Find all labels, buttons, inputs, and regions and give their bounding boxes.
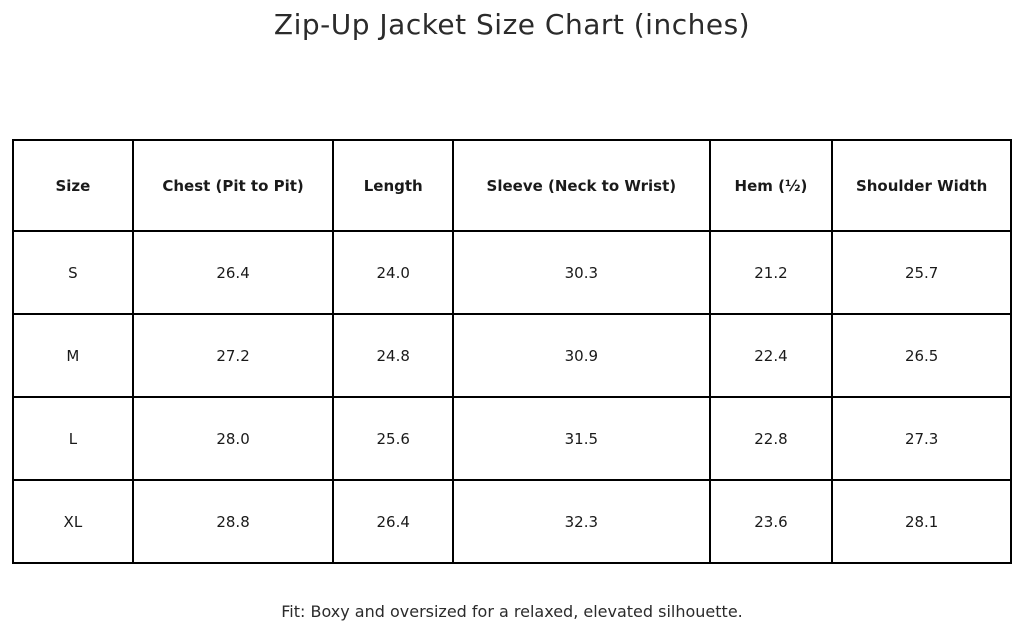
measurement-cell: 28.8 [131,479,335,564]
header-row: Size Chest (Pit to Pit) Length Sleeve (Neck… [12,139,1012,232]
table-row: XL 28.8 26.4 32.3 23.6 28.1 [12,479,1012,564]
table-body: S 26.4 24.0 30.3 21.2 25.7 M 27.2 24.8 30.9 22.4 26… [12,230,1012,564]
measurement-cell: 26.5 [831,313,1012,398]
header-cell: Chest (Pit to Pit) [131,139,335,232]
measurement-cell: 30.3 [452,230,711,315]
measurement-cell: 32.3 [452,479,711,564]
measurement-cell: 22.8 [708,396,834,481]
measurement-cell: 26.4 [332,479,455,564]
table-row: L 28.0 25.6 31.5 22.8 27.3 [12,396,1012,481]
measurement-cell: 30.9 [452,313,711,398]
measurement-cell: 25.6 [332,396,455,481]
size-cell: S [12,230,134,315]
header-cell: Shoulder Width [831,139,1012,232]
measurement-cell: 21.2 [708,230,834,315]
header-cell: Size [12,139,134,232]
measurement-cell: 26.4 [131,230,335,315]
measurement-cell: 28.1 [831,479,1012,564]
measurement-cell: 24.8 [332,313,455,398]
measurement-cell: 27.3 [831,396,1012,481]
measurement-cell: 25.7 [831,230,1012,315]
size-cell: XL [12,479,134,564]
measurement-cell: 27.2 [131,313,335,398]
table-row: S 26.4 24.0 30.3 21.2 25.7 [12,230,1012,315]
size-cell: L [12,396,134,481]
measurement-cell: 22.4 [708,313,834,398]
size-chart-table: Size Chest (Pit to Pit) Length Sleeve (Neck… [12,139,1012,564]
measurement-cell: 23.6 [708,479,834,564]
fit-note: Fit: Boxy and oversized for a relaxed, e… [281,602,743,621]
measurement-cell: 24.0 [332,230,455,315]
header-cell: Length [332,139,455,232]
page-title: Zip-Up Jacket Size Chart (inches) [273,8,751,41]
table-row: M 27.2 24.8 30.9 22.4 26.5 [12,313,1012,398]
measurement-cell: 31.5 [452,396,711,481]
measurement-cell: 28.0 [131,396,335,481]
header-cell: Sleeve (Neck to Wrist) [452,139,711,232]
size-cell: M [12,313,134,398]
table-header: Size Chest (Pit to Pit) Length Sleeve (Neck… [12,139,1012,232]
header-cell: Hem (½) [708,139,834,232]
